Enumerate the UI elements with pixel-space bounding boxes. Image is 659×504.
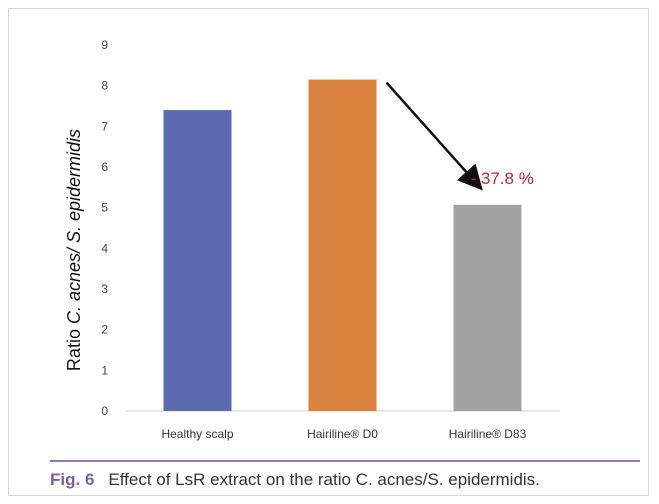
bar-chart: 0 1 2 3 4 5 6 7 8 9 Healthy scalp Hairiline® D0 Hai… — [64, 38, 560, 441]
x-tick-label: Hairiline® D0 — [307, 427, 378, 441]
bar — [308, 79, 377, 412]
y-tick-label: 1 — [101, 363, 108, 377]
y-tick-label: 0 — [101, 404, 108, 418]
caption-text: Effect of LsR extract on the ratio C. ac… — [108, 470, 540, 489]
x-axis-category-labels: Healthy scalp Hairiline® D0 Hairiline® D83 — [161, 427, 526, 441]
y-tick-label: 6 — [101, 160, 108, 174]
x-tick-label: Healthy scalp — [161, 427, 233, 441]
y-tick-label: 9 — [101, 38, 108, 52]
bar — [163, 110, 232, 412]
y-axis-label: Ratio C. acnes/ S. epidermidis — [64, 129, 84, 371]
figure-number: Fig. 6 — [50, 470, 95, 489]
y-axis-ticks: 0 1 2 3 4 5 6 7 8 9 — [101, 38, 108, 418]
bar — [453, 204, 522, 411]
decrease-annotation: - 37.8 % — [471, 169, 534, 188]
x-tick-label: Hairiline® D83 — [449, 427, 527, 441]
caption-rule — [50, 460, 640, 462]
y-tick-label: 7 — [101, 119, 108, 133]
y-tick-label: 3 — [101, 282, 108, 296]
decrease-arrow — [385, 81, 483, 191]
figure-caption: Fig. 6 Effect of LsR extract on the ratio… — [50, 470, 650, 490]
bars — [163, 79, 522, 412]
y-tick-label: 8 — [101, 79, 108, 93]
y-tick-label: 5 — [101, 201, 108, 215]
y-tick-label: 4 — [101, 241, 108, 255]
y-tick-label: 2 — [101, 323, 108, 337]
